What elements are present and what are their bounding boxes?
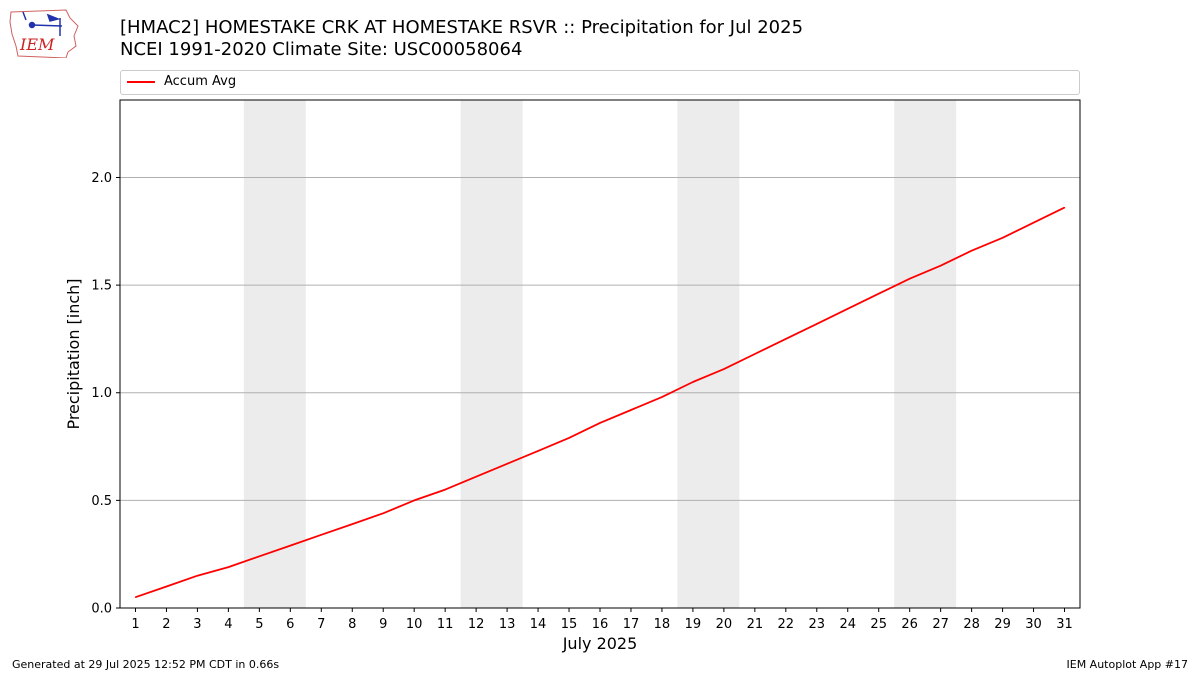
xtick-label: 14	[530, 617, 547, 632]
data-point	[382, 512, 384, 514]
data-point	[816, 323, 818, 325]
xtick-label: 4	[224, 617, 232, 632]
xtick-label: 6	[286, 617, 294, 632]
xtick-label: 25	[870, 617, 887, 632]
xtick-label: 26	[901, 617, 918, 632]
xtick-label: 8	[348, 617, 356, 632]
weather-station-icon	[22, 11, 63, 36]
data-point	[134, 596, 137, 598]
xtick-label: 28	[963, 617, 980, 632]
data-point	[568, 437, 570, 439]
data-point	[165, 585, 168, 588]
xtick-label: 23	[809, 617, 826, 632]
iowa-outline-icon	[9, 9, 79, 58]
ytick-label: 2.0	[91, 171, 112, 186]
data-point	[289, 544, 291, 547]
weekend-band-4	[894, 100, 957, 608]
xtick-label: 31	[1056, 617, 1073, 632]
plot-frame	[119, 99, 1081, 609]
xtick-label: 1	[131, 617, 139, 632]
chart-subtitle: NCEI 1991-2020 Climate Site: USC00058064	[120, 39, 523, 60]
data-point	[1032, 222, 1035, 224]
ytick-label: 1.5	[91, 279, 112, 294]
xtick-label: 30	[1025, 617, 1042, 632]
ytick-label: 0.0	[91, 602, 112, 617]
data-point	[258, 555, 260, 557]
series-points	[134, 207, 1066, 598]
ytick-label: 0.5	[91, 494, 112, 509]
data-point	[909, 278, 911, 280]
xtick-label: 19	[685, 617, 702, 632]
data-point	[940, 265, 942, 267]
data-point	[599, 422, 601, 424]
data-point	[444, 489, 446, 491]
xtick-label: 15	[561, 617, 578, 632]
data-point	[351, 523, 353, 525]
xtick-label: 13	[499, 617, 516, 632]
legend-label: Accum Avg	[164, 74, 237, 89]
weekend-band-3	[677, 100, 740, 608]
legend-swatch	[127, 81, 155, 83]
data-point	[723, 368, 725, 370]
data-point	[785, 338, 787, 340]
data-point	[196, 575, 199, 577]
data-point	[754, 353, 756, 355]
xtick-label: 17	[623, 617, 640, 632]
data-point	[227, 566, 229, 568]
footer-generated: Generated at 29 Jul 2025 12:52 PM CDT in…	[12, 658, 280, 671]
data-point	[506, 463, 508, 465]
legend: Accum Avg	[120, 70, 1080, 95]
xtick-label: 22	[778, 617, 795, 632]
data-point	[1063, 207, 1066, 209]
footer-app-id: IEM Autoplot App #17	[1066, 658, 1189, 671]
xtick-label: 21	[747, 617, 764, 632]
weekend-band-2	[460, 100, 523, 608]
data-point	[413, 499, 415, 501]
iem-logo: IEM	[9, 9, 79, 58]
data-point	[847, 308, 849, 310]
data-point	[1001, 237, 1004, 239]
data-point	[537, 450, 539, 452]
data-point	[971, 250, 973, 252]
data-point	[878, 293, 880, 295]
xtick-label: 29	[994, 617, 1011, 632]
data-point	[320, 534, 322, 536]
xtick-label: 5	[255, 617, 263, 632]
chart-title: [HMAC2] HOMESTAKE CRK AT HOMESTAKE RSVR …	[120, 17, 804, 38]
y-axis-label: Precipitation [inch]	[64, 278, 83, 429]
data-point	[692, 381, 694, 383]
xtick-label: 20	[716, 617, 733, 632]
weekend-band-1	[243, 100, 306, 608]
xtick-label: 2	[162, 617, 170, 632]
xtick-label: 3	[193, 617, 201, 632]
xtick-label: 9	[379, 617, 387, 632]
data-point	[630, 409, 632, 411]
xtick-label: 27	[932, 617, 949, 632]
logo-text: IEM	[19, 35, 55, 54]
ytick-label: 1.0	[91, 386, 112, 401]
xtick-label: 7	[317, 617, 325, 632]
xtick-label: 11	[437, 617, 454, 632]
xtick-label: 10	[406, 617, 423, 632]
xtick-label: 16	[592, 617, 609, 632]
xtick-label: 24	[839, 617, 856, 632]
x-axis-label: July 2025	[562, 634, 638, 653]
data-point	[661, 396, 663, 398]
xtick-label: 12	[468, 617, 485, 632]
xtick-label: 18	[654, 617, 671, 632]
data-point	[475, 476, 477, 478]
